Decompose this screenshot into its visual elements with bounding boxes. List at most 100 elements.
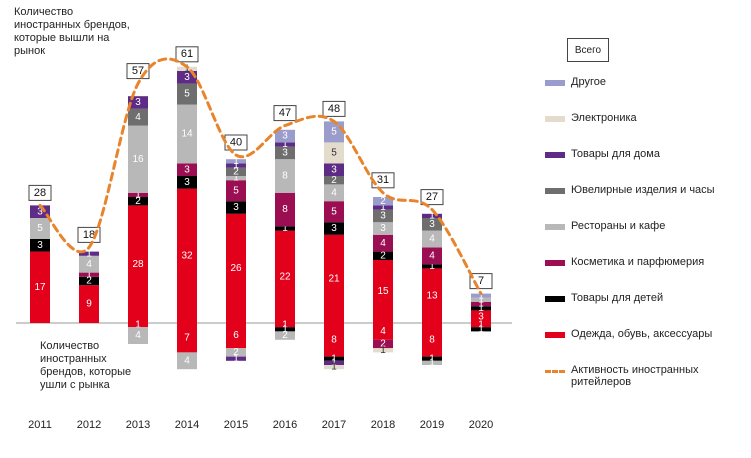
exit-segment-clothing-2017 [324, 323, 344, 357]
bar-label-children-2020: 1 [478, 303, 484, 314]
bar-label-electronics-2014: 1 [184, 64, 190, 75]
legend-item-cosmetics: Косметика и парфюмерия [545, 256, 751, 268]
exit-segment-clothing-2014 [177, 323, 197, 353]
exit-segment-clothing-2019 [422, 323, 442, 357]
total-box-2016 [273, 105, 297, 122]
exit-label-home-2015: 1 [233, 353, 239, 364]
bar-label-jewelry-2016: 3 [282, 148, 288, 159]
bar-label-home-2013: 3 [135, 97, 141, 108]
exit-label-clothing-2016: 1 [282, 320, 288, 331]
exit-label-children-2020: 1 [478, 324, 484, 335]
bar-label-clothing-2013: 28 [132, 259, 144, 270]
bar-segment-jewelry-2017 [324, 176, 344, 185]
bar-segment-restaurants-2018 [373, 222, 393, 235]
bar-label-home-2018: 1 [380, 202, 386, 213]
bar-label-clothing-2015: 26 [230, 263, 242, 274]
bar-label-jewelry-2014: 5 [184, 89, 190, 100]
total-label-2015: 40 [230, 136, 242, 148]
bar-segment-clothing-2017 [324, 234, 344, 323]
exit-label-clothing-2013: 1 [135, 320, 141, 331]
bar-label-cosmetics-2019: 4 [429, 250, 435, 261]
bar-segment-home-2017 [324, 163, 344, 176]
bar-label-clothing-2011: 17 [34, 282, 46, 293]
legend-label-activity: Активность иностранных ритейлеров [571, 364, 699, 388]
bar-segment-other-2016 [275, 129, 295, 143]
bar-label-jewelry-2015: 2 [233, 166, 239, 177]
bar-segment-clothing-2011 [30, 251, 50, 323]
bar-segment-restaurants-2016 [275, 159, 295, 193]
bar-label-home-2012: 1 [86, 248, 92, 259]
bar-segment-cosmetics-2017 [324, 201, 344, 223]
bar-segment-restaurants-2011 [30, 218, 50, 239]
bar-segment-restaurants-2015 [226, 176, 246, 181]
bar-label-other-2015: 1 [233, 156, 239, 167]
bar-segment-jewelry-2016 [275, 146, 295, 160]
exit-segment-restaurants-2019 [422, 360, 442, 365]
bar-segment-home-2012 [79, 251, 99, 256]
legend-label-restaurants: Рестораны и кафе [571, 220, 666, 232]
total-box-2014 [175, 46, 199, 63]
bar-segment-cosmetics-2013 [128, 192, 148, 197]
bar-segment-clothing-2014 [177, 188, 197, 323]
exit-label-clothing-2014: 7 [184, 332, 190, 343]
bar-segment-clothing-2016 [275, 230, 295, 323]
bar-segment-cosmetics-2012 [79, 272, 99, 277]
bar-segment-cosmetics-2020 [471, 302, 491, 307]
exit-segment-home-2017 [324, 360, 344, 365]
legend-swatch-home [545, 152, 565, 158]
legend-label-clothing: Одежда, обувь, аксессуары [571, 328, 713, 340]
exit-label-restaurants-2015: 2 [233, 347, 239, 358]
bar-label-other-2018: 2 [380, 196, 386, 207]
exit-label-clothing-2015: 6 [233, 330, 239, 341]
bar-label-children-2016: 1 [282, 223, 288, 234]
bar-segment-children-2015 [226, 201, 246, 214]
exit-segment-clothing-2018 [373, 323, 393, 340]
exit-segment-children-2020 [471, 327, 491, 332]
bar-label-restaurants-2012: 4 [86, 259, 92, 270]
exit-label-clothing-2018: 4 [380, 326, 386, 337]
bar-label-children-2011: 3 [37, 240, 43, 251]
bar-segment-cosmetics-2015 [226, 180, 246, 202]
bar-label-home-2011: 3 [37, 206, 43, 217]
total-label-2016: 47 [279, 107, 291, 119]
bar-label-clothing-2017: 21 [328, 274, 340, 285]
bar-label-children-2017: 3 [331, 223, 337, 234]
exit-label-home-2017: 1 [331, 358, 337, 369]
bar-label-restaurants-2018: 3 [380, 223, 386, 234]
bar-label-home-2019: 1 [429, 211, 435, 222]
legend-item-electronics: Электроника [545, 112, 751, 124]
exit-segment-restaurants-2014 [177, 352, 197, 370]
bar-label-children-2015: 3 [233, 202, 239, 213]
bar-segment-other-2018 [373, 197, 393, 206]
bar-segment-clothing-2013 [128, 205, 148, 323]
bar-segment-home-2018 [373, 205, 393, 210]
exit-label-restaurants-2016: 2 [282, 330, 288, 341]
exit-label-clothing-2020: 1 [478, 320, 484, 331]
total-label-2014: 61 [181, 48, 193, 60]
bar-segment-other-2015 [226, 159, 246, 164]
legend-label-jewelry: Ювелирные изделия и часы [571, 184, 715, 196]
bar-label-home-2016: 1 [282, 139, 288, 150]
x-tick-label-2016: 2016 [273, 419, 297, 431]
total-label-2018: 31 [377, 174, 389, 186]
bar-segment-children-2020 [471, 306, 491, 311]
x-tick-label-2017: 2017 [322, 419, 346, 431]
legend-item-activity: Активность иностранных ритейлеров [545, 364, 715, 388]
bar-label-restaurants-2019: 4 [429, 234, 435, 245]
total-label-2013: 57 [132, 65, 144, 77]
exit-segment-restaurants-2016 [275, 331, 295, 340]
bar-label-electronics-2017: 5 [331, 148, 337, 159]
bar-segment-children-2012 [79, 276, 99, 286]
entered-note: Количество иностранных брендов, которые … [14, 6, 130, 57]
bar-label-other-2020: 1 [478, 290, 484, 301]
exit-label-electronics-2018: 1 [380, 345, 386, 356]
bar-label-children-2018: 2 [380, 250, 386, 261]
bar-segment-clothing-2020 [471, 310, 491, 323]
bar-label-jewelry-2019: 3 [429, 219, 435, 230]
bar-label-jewelry-2013: 4 [135, 112, 141, 123]
legend-swatch-clothing [545, 332, 565, 338]
x-tick-label-2012: 2012 [77, 419, 101, 431]
bar-label-clothing-2014: 32 [181, 250, 193, 261]
bar-segment-home-2015 [226, 163, 246, 168]
bar-segment-cosmetics-2018 [373, 234, 393, 252]
